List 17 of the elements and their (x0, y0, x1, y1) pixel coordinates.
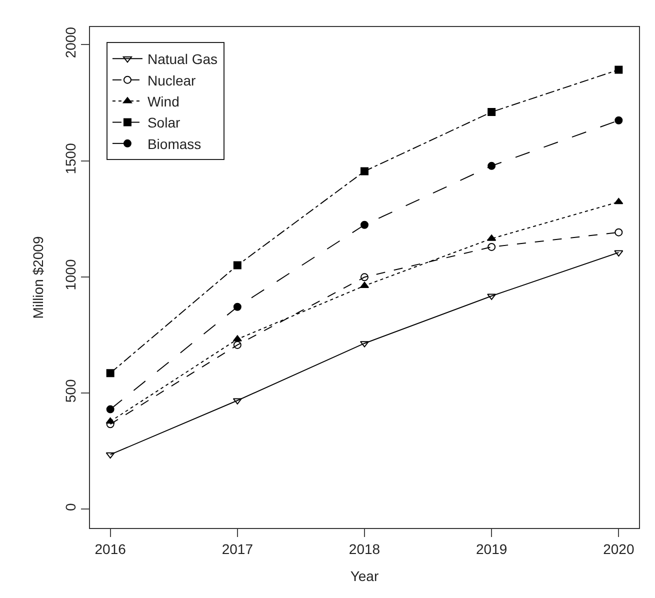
x-tick-label: 2020 (603, 540, 634, 557)
x-axis-title: Year (350, 568, 379, 584)
legend-label: Nuclear (147, 72, 196, 88)
y-tick-label: 500 (62, 379, 78, 403)
legend-label: Wind (147, 93, 180, 110)
y-tick-label: 1000 (62, 259, 78, 290)
y-tick-label: 0 (62, 502, 78, 511)
y-axis-title: Million $2009 (30, 236, 46, 319)
legend-label: Solar (147, 114, 180, 131)
legend-label: Natual Gas (147, 51, 218, 68)
x-tick-label: 2016 (94, 540, 126, 557)
legend-label: Biomass (147, 136, 202, 152)
x-tick-label: 2017 (222, 540, 254, 557)
y-tick-label: 2000 (62, 26, 78, 58)
x-tick-label: 2018 (348, 540, 380, 557)
x-tick-label: 2019 (476, 540, 508, 557)
y-tick-label: 1500 (62, 142, 78, 174)
